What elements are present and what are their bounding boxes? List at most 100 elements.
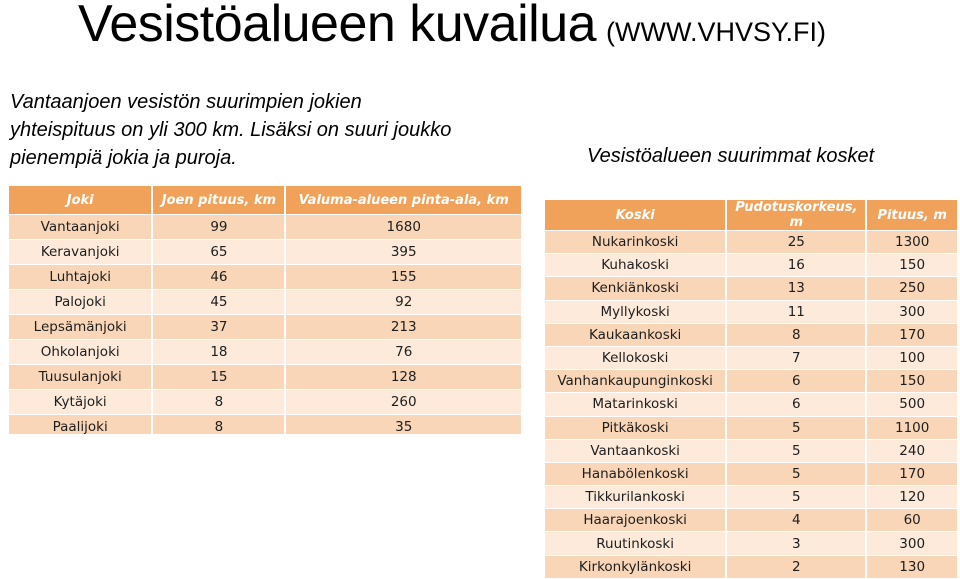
table-cell: 5 (726, 461, 868, 486)
table-cell: 99 (152, 214, 287, 240)
table-cell: 6 (726, 392, 868, 416)
table-cell: 170 (866, 322, 957, 347)
table-cell: Keravanjoki (9, 239, 154, 265)
table-cell: Kuhakoski (545, 253, 728, 277)
table-cell: 3 (726, 531, 868, 556)
column-header: Valuma-alueen pinta-ala, km (285, 186, 521, 215)
table-cell: 500 (866, 392, 957, 416)
table-cell: Luhtajoki (9, 264, 154, 290)
table-cell: Ohkolanjoki (9, 339, 154, 365)
table-row: Kellokoski 7 100 (545, 345, 957, 370)
table-cell: 170 (866, 461, 957, 486)
table-cell: Pitkäkoski (545, 415, 728, 440)
table-cell: Ruutinkoski (545, 531, 728, 556)
table-cell: 150 (866, 253, 957, 277)
table-row: Lepsämänjoki 37 213 (9, 314, 521, 340)
table-cell: 155 (285, 264, 521, 290)
table-cell: 130 (866, 554, 957, 578)
table-cell: 45 (152, 289, 287, 315)
table-cell: 6 (726, 369, 868, 393)
table-row: Tikkurilankoski 5 120 (545, 485, 957, 509)
table-row: Ohkolanjoki 18 76 (9, 339, 521, 365)
table-cell: 4 (726, 508, 868, 532)
table-row: Tuusulanjoki 15 128 (9, 364, 521, 390)
column-header: Koski (545, 200, 728, 231)
table-cell: 5 (726, 415, 868, 440)
table-cell: Hanabölenkoski (545, 461, 728, 486)
table-cell: Haarajoenkoski (545, 508, 728, 532)
table-row: Vantaanjoki 99 1680 (9, 214, 521, 240)
table-cell: 8 (152, 414, 287, 434)
table-row: Vantaankoski 5 240 (545, 438, 957, 463)
table-row: Vanhankaupunginkoski 6 150 (545, 369, 957, 393)
table-row: Keravanjoki 65 395 (9, 239, 521, 265)
table-row: Palojoki 45 92 (9, 289, 521, 315)
table-cell: Vantaankoski (545, 438, 728, 463)
table-row: Kaukaankoski 8 170 (545, 322, 957, 347)
title-source: (WWW.VHVSY.FI) (606, 17, 827, 47)
table-cell: 213 (285, 314, 521, 340)
table-row: Paalijoki 8 35 (9, 414, 521, 434)
table-row: Myllykoski 11 300 (545, 299, 957, 324)
table-cell: 65 (152, 239, 287, 265)
column-header: Joki (9, 186, 154, 215)
table-header-row: Koski Pudotuskorkeus, m Pituus, m (545, 200, 957, 231)
table-cell: 240 (866, 438, 957, 463)
column-header: Joen pituus, km (152, 186, 287, 215)
intro-text: Vantaanjoen vesistön suurimpien jokien y… (10, 91, 452, 169)
table-cell: 128 (285, 364, 521, 390)
rivers-table: Joki Joen pituus, km Valuma-alueen pinta… (9, 186, 521, 434)
table-cell: 1100 (866, 415, 957, 440)
table-cell: Palojoki (9, 289, 154, 315)
table-cell: 150 (866, 369, 957, 393)
table-cell: 35 (285, 414, 521, 434)
table-cell: Tuusulanjoki (9, 364, 154, 390)
table-row: Haarajoenkoski 4 60 (545, 508, 957, 532)
table-cell: Kellokoski (545, 345, 728, 370)
table-cell: 300 (866, 299, 957, 324)
table-cell: 25 (726, 229, 868, 254)
table-cell: 300 (866, 531, 957, 556)
page-title: Vesistöalueen kuvailua (WWW.VHVSY.FI) (78, 0, 826, 54)
table-cell: 11 (726, 299, 868, 324)
table-row: Ruutinkoski 3 300 (545, 531, 957, 556)
table-cell: 60 (866, 508, 957, 532)
column-header: Pudotuskorkeus, m (726, 200, 868, 231)
table-cell: 1680 (285, 214, 521, 240)
table-cell: 260 (285, 389, 521, 415)
table-cell: 18 (152, 339, 287, 365)
table-cell: 15 (152, 364, 287, 390)
title-main: Vesistöalueen kuvailua (78, 0, 597, 53)
table-header-row: Joki Joen pituus, km Valuma-alueen pinta… (9, 186, 521, 215)
table-row: Nukarinkoski 25 1300 (545, 229, 957, 254)
table-cell: 5 (726, 485, 868, 509)
column-header: Pituus, m (866, 200, 957, 231)
table-cell: Vantaanjoki (9, 214, 154, 240)
table-cell: Kytäjoki (9, 389, 154, 415)
table-cell: Paalijoki (9, 414, 154, 434)
table-cell: Kirkonkylänkoski (545, 554, 728, 578)
table-cell: 120 (866, 485, 957, 509)
table-cell: 100 (866, 345, 957, 370)
table-cell: 16 (726, 253, 868, 277)
table-cell: Matarinkoski (545, 392, 728, 416)
table-cell: 250 (866, 276, 957, 301)
table-row: Kirkonkylänkoski 2 130 (545, 554, 957, 578)
table-cell: 2 (726, 554, 868, 578)
table-cell: 37 (152, 314, 287, 340)
table-cell: Lepsämänjoki (9, 314, 154, 340)
table-row: Pitkäkoski 5 1100 (545, 415, 957, 440)
table-row: Matarinkoski 6 500 (545, 392, 957, 416)
table-cell: 8 (152, 389, 287, 415)
table-cell: Vanhankaupunginkoski (545, 369, 728, 393)
table-cell: 395 (285, 239, 521, 265)
table-cell: 46 (152, 264, 287, 290)
table-cell: Nukarinkoski (545, 229, 728, 254)
table-cell: 92 (285, 289, 521, 315)
table-cell: 13 (726, 276, 868, 301)
table-cell: 8 (726, 322, 868, 347)
table-row: Luhtajoki 46 155 (9, 264, 521, 290)
table-cell: 1300 (866, 229, 957, 254)
table-cell: Kenkiänkoski (545, 276, 728, 301)
table-cell: 5 (726, 438, 868, 463)
